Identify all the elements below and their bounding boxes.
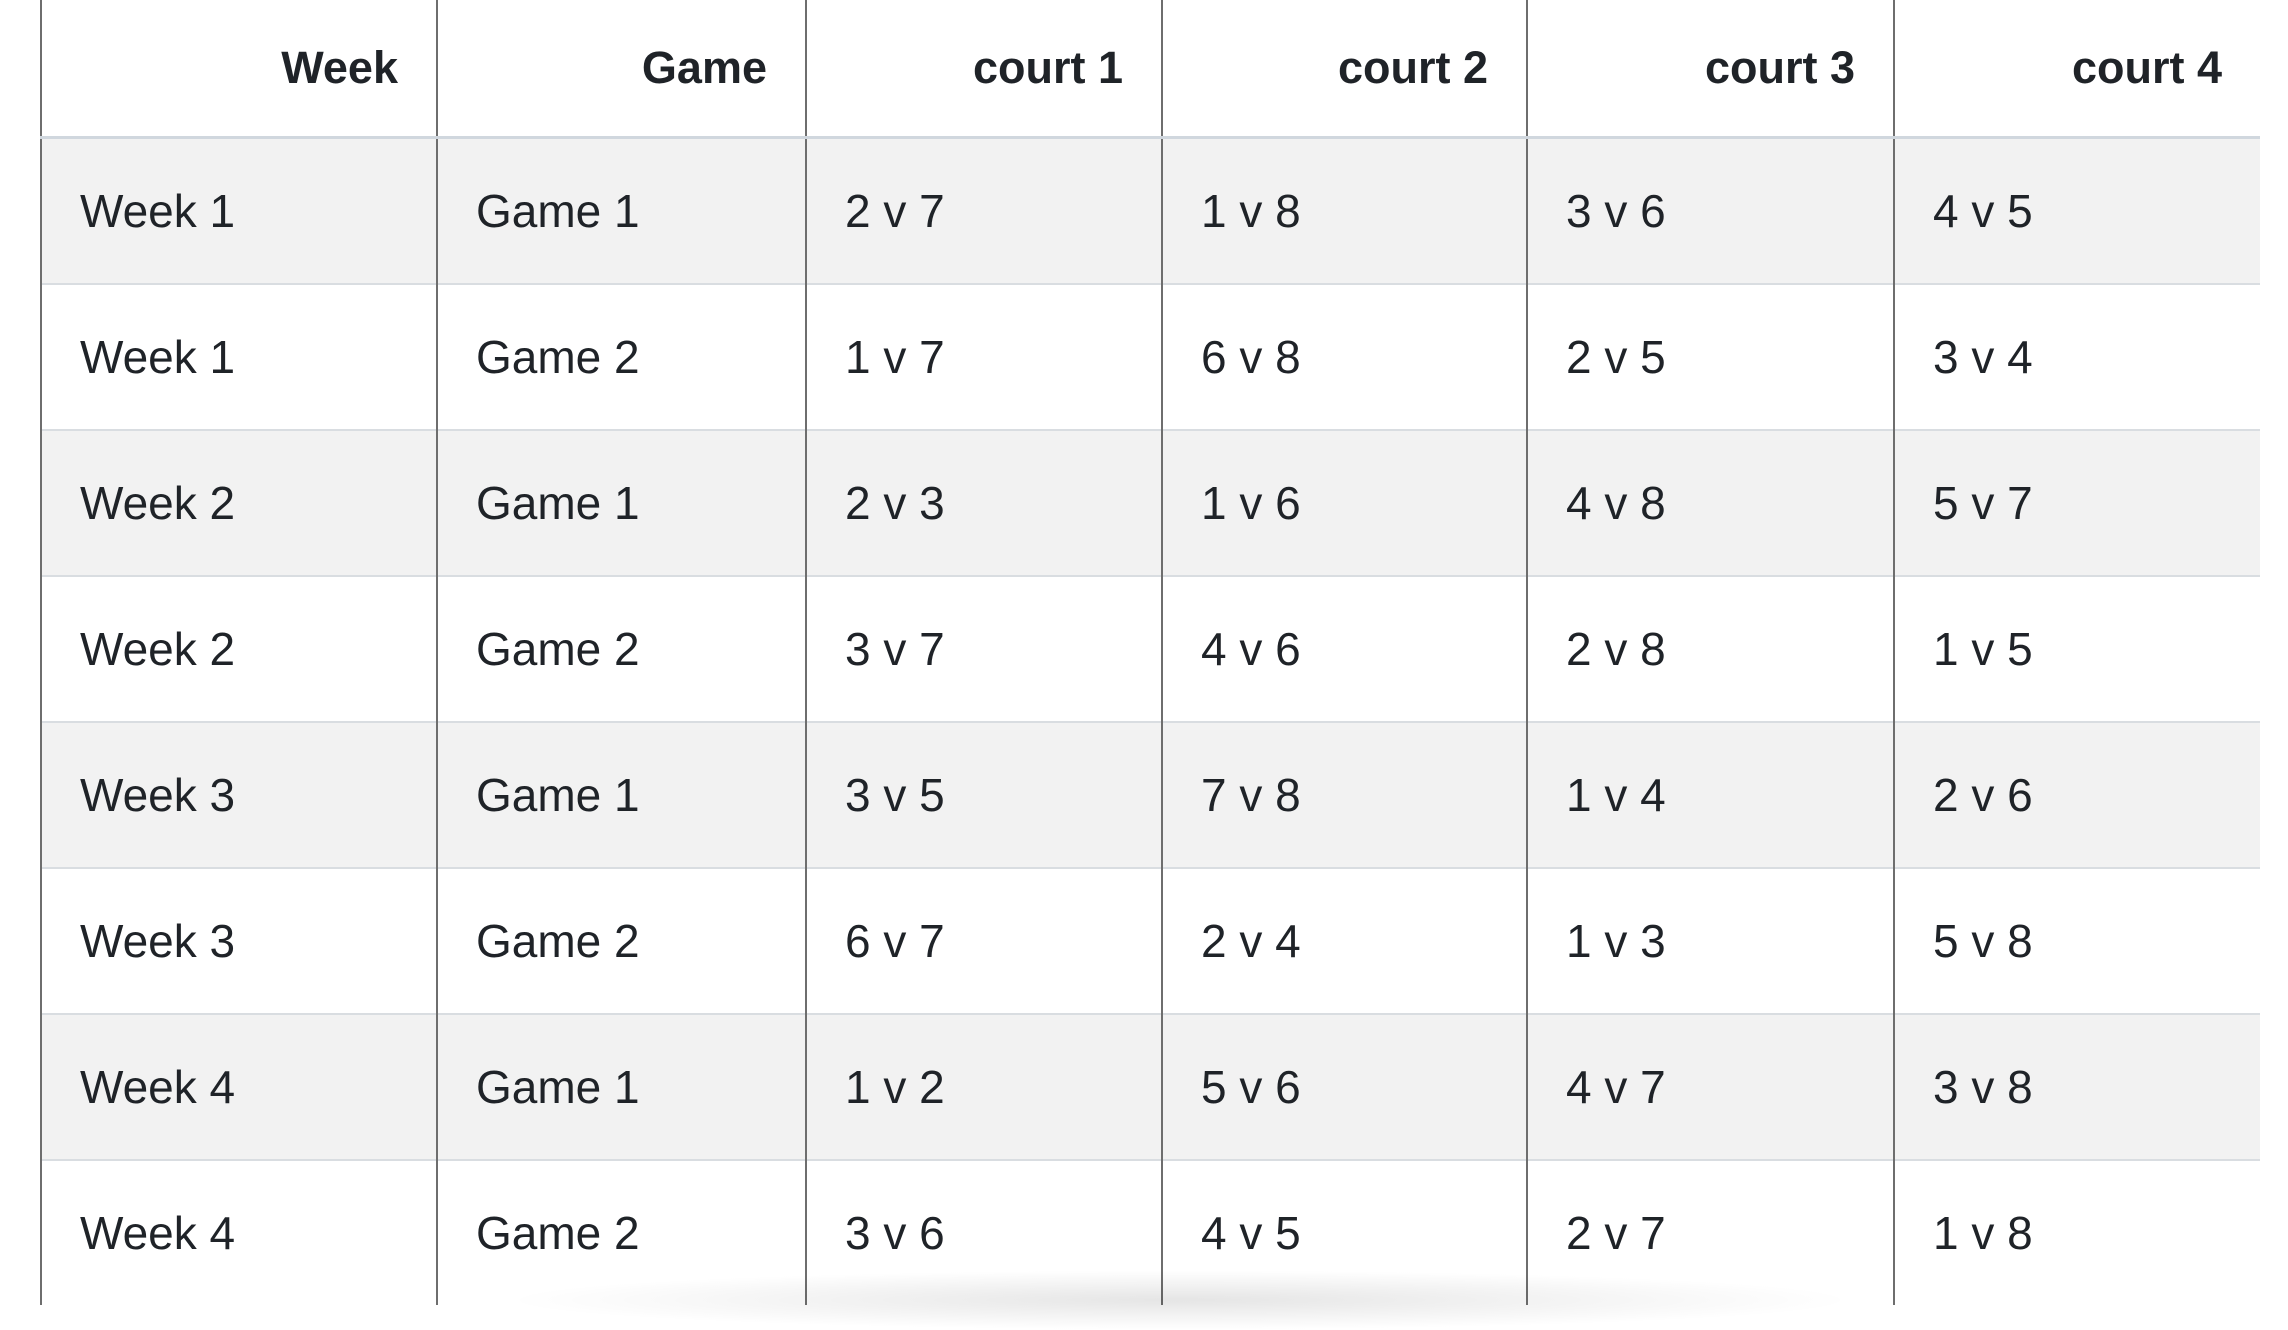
header-court-3: court 3	[1526, 0, 1895, 139]
cell-week: Week 2	[40, 429, 438, 576]
cell-court-3: 1 v 4	[1526, 721, 1895, 868]
cell-court-4: 5 v 8	[1893, 867, 2260, 1014]
cell-week: Week 4	[40, 1013, 438, 1160]
schedule-table: Week Game court 1 court 2 court 3 court …	[40, 0, 2260, 1305]
cell-court-2: 7 v 8	[1161, 721, 1528, 868]
cell-court-3: 4 v 8	[1526, 429, 1895, 576]
cell-court-1: 3 v 5	[805, 721, 1163, 868]
header-court-4: court 4	[1893, 0, 2260, 139]
header-week: Week	[40, 0, 438, 139]
cell-court-2: 1 v 8	[1161, 136, 1528, 284]
cell-court-2: 6 v 8	[1161, 283, 1528, 430]
cell-court-3: 3 v 6	[1526, 136, 1895, 284]
cell-game: Game 2	[436, 1159, 807, 1305]
cell-court-2: 1 v 6	[1161, 429, 1528, 576]
cell-game: Game 1	[436, 721, 807, 868]
cell-game: Game 1	[436, 136, 807, 284]
cell-week: Week 1	[40, 136, 438, 284]
table-row: Week 3 Game 2 6 v 7 2 v 4 1 v 3 5 v 8	[40, 867, 2260, 1014]
cell-court-4: 3 v 8	[1893, 1013, 2260, 1160]
cell-court-2: 4 v 5	[1161, 1159, 1528, 1305]
header-court-2: court 2	[1161, 0, 1528, 139]
cell-court-4: 1 v 5	[1893, 575, 2260, 722]
table-row: Week 4 Game 1 1 v 2 5 v 6 4 v 7 3 v 8	[40, 1013, 2260, 1160]
table-row: Week 1 Game 1 2 v 7 1 v 8 3 v 6 4 v 5	[40, 136, 2260, 284]
table-row: Week 1 Game 2 1 v 7 6 v 8 2 v 5 3 v 4	[40, 283, 2260, 430]
table-header-row: Week Game court 1 court 2 court 3 court …	[40, 0, 2260, 139]
cell-week: Week 1	[40, 283, 438, 430]
cell-court-4: 1 v 8	[1893, 1159, 2260, 1305]
cell-court-3: 2 v 7	[1526, 1159, 1895, 1305]
table-row: Week 2 Game 1 2 v 3 1 v 6 4 v 8 5 v 7	[40, 429, 2260, 576]
cell-court-4: 5 v 7	[1893, 429, 2260, 576]
table-row: Week 4 Game 2 3 v 6 4 v 5 2 v 7 1 v 8	[40, 1159, 2260, 1305]
cell-court-2: 4 v 6	[1161, 575, 1528, 722]
cell-week: Week 2	[40, 575, 438, 722]
cell-court-2: 2 v 4	[1161, 867, 1528, 1014]
cell-court-1: 2 v 7	[805, 136, 1163, 284]
cell-game: Game 2	[436, 867, 807, 1014]
table-row: Week 2 Game 2 3 v 7 4 v 6 2 v 8 1 v 5	[40, 575, 2260, 722]
cell-court-3: 2 v 8	[1526, 575, 1895, 722]
cell-game: Game 1	[436, 429, 807, 576]
cell-court-1: 1 v 2	[805, 1013, 1163, 1160]
cell-court-4: 2 v 6	[1893, 721, 2260, 868]
cell-court-4: 3 v 4	[1893, 283, 2260, 430]
cell-week: Week 4	[40, 1159, 438, 1305]
cell-court-4: 4 v 5	[1893, 136, 2260, 284]
cell-court-1: 3 v 7	[805, 575, 1163, 722]
cell-court-1: 6 v 7	[805, 867, 1163, 1014]
cell-week: Week 3	[40, 721, 438, 868]
schedule-table-container: Week Game court 1 court 2 court 3 court …	[40, 0, 2260, 1308]
cell-court-1: 1 v 7	[805, 283, 1163, 430]
cell-court-1: 2 v 3	[805, 429, 1163, 576]
cell-court-3: 1 v 3	[1526, 867, 1895, 1014]
cell-court-3: 2 v 5	[1526, 283, 1895, 430]
cell-game: Game 2	[436, 575, 807, 722]
cell-court-1: 3 v 6	[805, 1159, 1163, 1305]
cell-court-2: 5 v 6	[1161, 1013, 1528, 1160]
header-game: Game	[436, 0, 807, 139]
cell-week: Week 3	[40, 867, 438, 1014]
header-court-1: court 1	[805, 0, 1163, 139]
cell-game: Game 2	[436, 283, 807, 430]
table-row: Week 3 Game 1 3 v 5 7 v 8 1 v 4 2 v 6	[40, 721, 2260, 868]
cell-court-3: 4 v 7	[1526, 1013, 1895, 1160]
cell-game: Game 1	[436, 1013, 807, 1160]
